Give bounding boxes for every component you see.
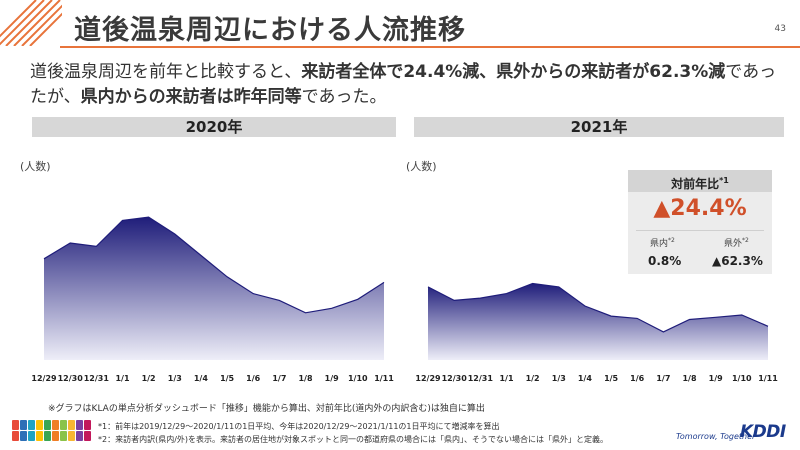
- x-tick-label: 12/29: [31, 374, 57, 383]
- color-mosaic-decoration: [12, 420, 91, 441]
- x-tick-label: 1/11: [758, 374, 778, 383]
- kddi-logo: KDDI: [740, 422, 786, 442]
- x-tick-label: 1/7: [656, 374, 670, 383]
- graph-note: ※グラフはKLAの単点分析ダッシュボード「推移」機能から算出、対前年比(道内外の…: [48, 404, 485, 414]
- x-tick-label: 1/6: [630, 374, 644, 383]
- summary-part-4: 県内からの来訪者は昨年同等: [80, 87, 302, 107]
- x-tick-label: 12/30: [58, 374, 84, 383]
- x-tick-label: 1/3: [552, 374, 566, 383]
- x-tick-label: 1/6: [246, 374, 260, 383]
- yoy-total-value: ▲24.4%: [653, 196, 747, 221]
- area-series-2020年: [44, 217, 384, 360]
- x-tick-label: 12/31: [468, 374, 494, 383]
- chart-2021: 12/29 12/30 12/31 1/1 1/2 1/3 1/4 1/5 1/6 1/7 1/8 1…: [415, 282, 778, 383]
- chart-2020-unit-label: (人数): [20, 160, 51, 173]
- yoy-outside-value: ▲62.3%: [712, 254, 763, 268]
- x-tick-label: 1/1: [115, 374, 129, 383]
- chart-2021-unit-label: (人数): [406, 160, 437, 173]
- chart-2021-title: 2021年: [414, 117, 784, 137]
- yoy-divider: [636, 230, 764, 231]
- page-title: 道後温泉周辺における人流推移: [74, 15, 466, 46]
- x-tick-label: 12/30: [442, 374, 468, 383]
- x-tick-label: 1/2: [142, 374, 156, 383]
- series-line: [427, 282, 769, 333]
- x-tick-label: 1/5: [220, 374, 234, 383]
- yoy-inside-value: 0.8%: [648, 254, 682, 268]
- brand-tagline: Tomorrow, Together: [676, 432, 756, 441]
- chart-2020: 12/29 12/30 12/31 1/1 1/2 1/3 1/4 1/5 1/6 1/7 1/8 1…: [31, 216, 394, 383]
- x-tick-label: 1/3: [168, 374, 182, 383]
- page-number: 43: [774, 24, 786, 34]
- x-tick-label: 1/5: [604, 374, 618, 383]
- yoy-inside-label: 県内*2: [650, 237, 675, 249]
- summary-part-1: 道後温泉周辺を前年と比較すると、: [30, 62, 302, 82]
- x-tick-label: 12/31: [84, 374, 110, 383]
- x-tick-label: 1/1: [499, 374, 513, 383]
- x-tick-label: 1/10: [732, 374, 752, 383]
- yoy-title-note: *1: [719, 176, 729, 185]
- header-stripes-decoration: [0, 0, 62, 46]
- x-tick-label: 1/9: [709, 374, 723, 383]
- yoy-title: 対前年比: [671, 177, 720, 191]
- x-tick-label: 1/2: [526, 374, 540, 383]
- summary-text: 道後温泉周辺を前年と比較すると、来訪者全体で24.4%減、県外からの来訪者が62…: [30, 60, 780, 110]
- x-tick-label: 1/7: [272, 374, 286, 383]
- x-tick-label: 1/4: [194, 374, 208, 383]
- footnote-2: *2：来訪者内訳(県内/外)を表示。来訪者の居住地が対象スポットと同一の都道府県…: [98, 435, 609, 444]
- x-tick-label: 1/11: [374, 374, 394, 383]
- footnote-1: *1：前年は2019/12/29～2020/1/11の1日平均、今年は2020/…: [98, 422, 500, 431]
- x-tick-label: 1/9: [325, 374, 339, 383]
- yoy-outside-label: 県外*2: [724, 237, 749, 249]
- yoy-summary-box: 対前年比*1 ▲24.4% 県内*2 県外*2 0.8% ▲62.3%: [628, 170, 772, 274]
- x-tick-label: 1/8: [682, 374, 696, 383]
- x-tick-label: 1/10: [348, 374, 368, 383]
- chart-2020-title: 2020年: [32, 117, 396, 137]
- title-underline: [60, 46, 800, 48]
- x-tick-label: 1/8: [298, 374, 312, 383]
- summary-part-5: であった。: [301, 87, 387, 107]
- x-tick-label: 12/29: [415, 374, 441, 383]
- area-series-2021年: [428, 283, 768, 360]
- summary-part-3: であったが、: [30, 62, 777, 107]
- series-line: [43, 216, 385, 314]
- yoy-header: 対前年比*1: [628, 170, 772, 192]
- summary-part-2: 来訪者全体で24.4%減、県外からの来訪者が62.3%減: [301, 62, 726, 82]
- x-tick-label: 1/4: [578, 374, 592, 383]
